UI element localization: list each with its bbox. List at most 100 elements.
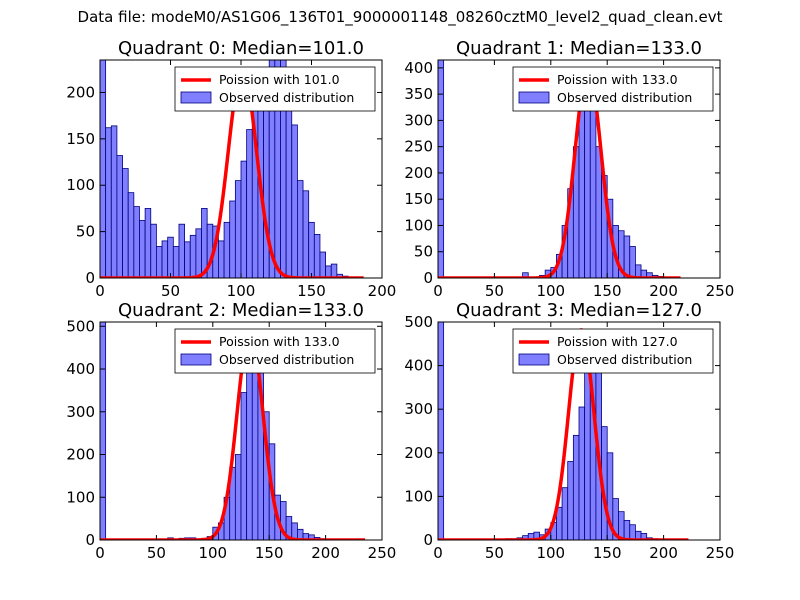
histogram-bar bbox=[234, 180, 242, 278]
x-tick-label: 0 bbox=[433, 282, 443, 300]
y-tick-label: 400 bbox=[404, 357, 433, 375]
x-tick-label: 100 bbox=[536, 544, 565, 562]
legend: Poission with 133.0 Observed distribution bbox=[512, 66, 714, 112]
x-tick-label: 100 bbox=[227, 282, 256, 300]
y-tick-label: 350 bbox=[404, 85, 433, 103]
histogram-bar bbox=[319, 251, 326, 278]
x-tick-label: 200 bbox=[649, 282, 678, 300]
y-tick-label: 100 bbox=[404, 216, 433, 234]
histogram-bar bbox=[308, 221, 315, 278]
y-tick-label: 100 bbox=[66, 176, 95, 194]
histogram-bar bbox=[105, 127, 112, 278]
histogram-bar bbox=[229, 200, 236, 278]
histogram-bar bbox=[234, 454, 242, 540]
x-tick-label: 50 bbox=[147, 544, 166, 562]
histogram-bar bbox=[589, 104, 597, 278]
x-tick-label: 150 bbox=[297, 282, 326, 300]
legend: Poission with 127.0 Observed distribution bbox=[512, 328, 714, 374]
histogram-bar bbox=[629, 246, 636, 278]
legend-bar-label: Observed distribution bbox=[219, 90, 354, 105]
histogram-bar bbox=[189, 234, 197, 278]
histogram-bar bbox=[150, 223, 157, 278]
histogram-bar bbox=[155, 246, 163, 278]
histogram-bar bbox=[438, 322, 445, 540]
axes-frame bbox=[437, 59, 721, 279]
y-tick-label: 300 bbox=[66, 403, 95, 421]
subplot-quadrant-3: 0 50 100 150 200 250 0 100 200 300 400 500 Quadrant … bbox=[404, 300, 734, 562]
x-tick-label: 0 bbox=[95, 282, 105, 300]
legend-bar-label: Observed distribution bbox=[219, 352, 354, 367]
y-tick-label: 50 bbox=[76, 223, 95, 241]
subplot-quadrant-1: 0 50 100 150 200 250 0 50 100 150 200 250 300 350 400 Q… bbox=[404, 38, 734, 300]
subplot-title: Quadrant 3: Median=127.0 bbox=[456, 300, 702, 321]
histogram-bar bbox=[184, 241, 191, 278]
x-tick-label: 150 bbox=[255, 544, 284, 562]
y-tick-label: 200 bbox=[66, 83, 95, 101]
x-tick-label: 150 bbox=[593, 282, 622, 300]
subplot-title: Quadrant 1: Median=133.0 bbox=[456, 38, 702, 59]
subplot-title: Quadrant 2: Median=133.0 bbox=[118, 300, 364, 321]
legend-box bbox=[174, 328, 376, 374]
y-tick-label: 300 bbox=[404, 111, 433, 129]
axes-frame bbox=[99, 321, 383, 541]
histogram-bar bbox=[110, 125, 118, 278]
y-tick-label: 100 bbox=[404, 487, 433, 505]
legend-line-label: Poission with 127.0 bbox=[557, 334, 678, 349]
y-tick-label: 200 bbox=[404, 164, 433, 182]
histogram-bar bbox=[313, 233, 321, 278]
y-tick-label: 200 bbox=[404, 444, 433, 462]
legend-bar-label: Observed distribution bbox=[557, 352, 692, 367]
x-tick-label: 200 bbox=[311, 544, 340, 562]
histogram-bar bbox=[172, 246, 180, 278]
x-tick-label: 250 bbox=[706, 544, 735, 562]
x-tick-label: 0 bbox=[433, 544, 443, 562]
histogram-bar bbox=[572, 434, 580, 540]
y-tick-label: 0 bbox=[85, 531, 95, 549]
histogram-bar bbox=[240, 392, 248, 540]
y-tick-label: 0 bbox=[85, 269, 95, 287]
y-tick-label: 0 bbox=[423, 531, 433, 549]
histogram-bar bbox=[133, 206, 140, 278]
histogram-bar bbox=[567, 461, 574, 540]
histogram-bar bbox=[595, 146, 602, 278]
x-tick-label: 50 bbox=[485, 282, 504, 300]
plot-area bbox=[100, 60, 365, 278]
histogram-bar bbox=[623, 235, 631, 278]
histogram-bar bbox=[240, 160, 248, 278]
y-tick-label: 150 bbox=[66, 130, 95, 148]
histogram-bar bbox=[116, 155, 123, 278]
histogram-bar bbox=[167, 236, 174, 278]
y-tick-label: 0 bbox=[423, 269, 433, 287]
histogram-bar bbox=[246, 129, 253, 278]
y-tick-label: 500 bbox=[66, 317, 95, 335]
legend-bar-label: Observed distribution bbox=[557, 90, 692, 105]
histogram-bar bbox=[178, 223, 186, 278]
histogram-bar bbox=[218, 240, 225, 278]
histogram-bar bbox=[629, 524, 636, 540]
histogram-bar bbox=[223, 221, 231, 278]
histogram-bar bbox=[296, 180, 304, 278]
subplot-title: Quadrant 0: Median=101.0 bbox=[118, 38, 364, 59]
x-tick-label: 50 bbox=[485, 544, 504, 562]
legend-line-label: Poission with 133.0 bbox=[557, 72, 678, 87]
x-tick-label: 0 bbox=[95, 544, 105, 562]
poisson-line bbox=[438, 328, 690, 540]
x-tick-label: 200 bbox=[649, 544, 678, 562]
x-tick-label: 100 bbox=[536, 282, 565, 300]
y-tick-label: 250 bbox=[404, 138, 433, 156]
legend-line-label: Poission with 133.0 bbox=[219, 334, 340, 349]
histogram-bar bbox=[325, 265, 332, 278]
legend-bar-swatch bbox=[518, 353, 550, 366]
plot-area bbox=[438, 322, 690, 540]
histogram-bar bbox=[623, 519, 631, 540]
histogram-bar bbox=[640, 533, 648, 540]
y-tick-label: 400 bbox=[66, 360, 95, 378]
histogram-bar bbox=[139, 220, 146, 278]
x-tick-label: 250 bbox=[368, 544, 397, 562]
legend-line-label: Poission with 101.0 bbox=[219, 72, 340, 87]
histogram-bar bbox=[144, 208, 152, 278]
histogram-bar bbox=[561, 487, 569, 540]
histogram-bar bbox=[291, 124, 298, 278]
x-tick-label: 50 bbox=[161, 282, 180, 300]
